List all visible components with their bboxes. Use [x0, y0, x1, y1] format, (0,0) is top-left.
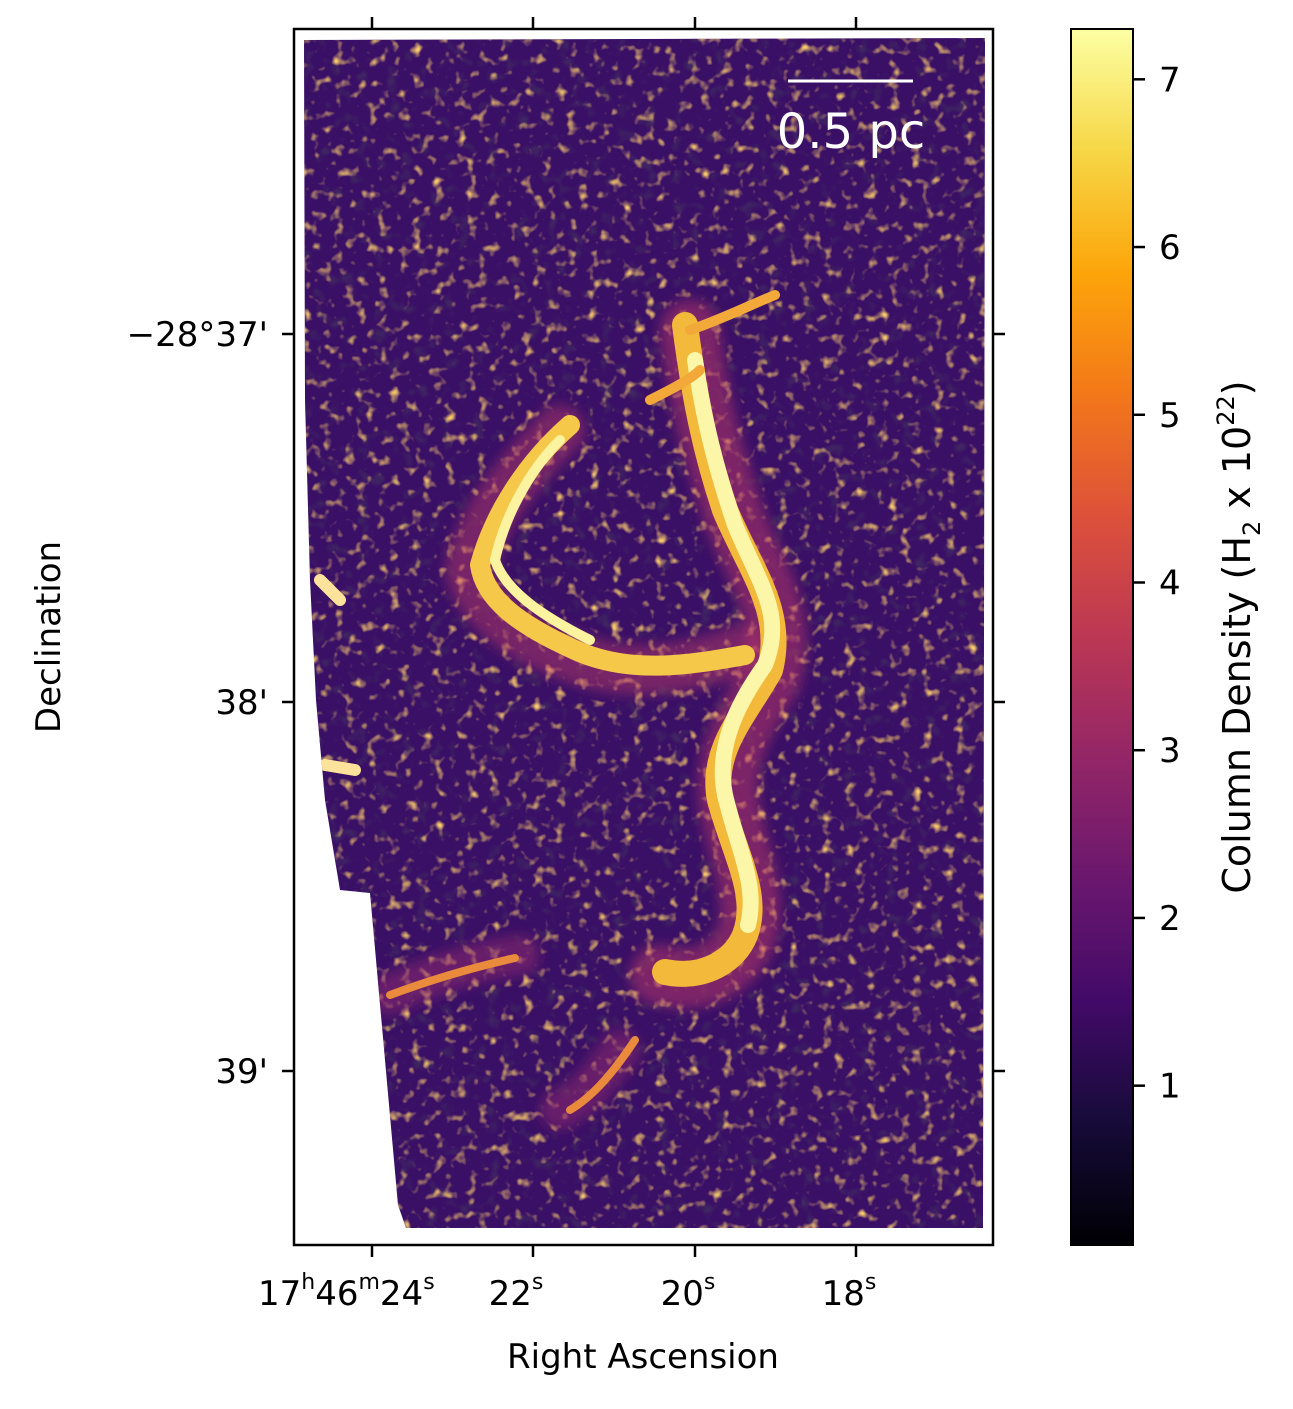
column-density-map — [304, 38, 985, 1228]
colorbar-tick-label-2: 3 — [1159, 731, 1181, 771]
colorbar-title-prefix: Column Density (H — [1215, 536, 1259, 894]
x-tick-labels: 17h46m24s 22s 20s 18s — [258, 1270, 876, 1314]
x-tick-0-h: 17 — [258, 1274, 301, 1314]
y-axis-title: Declination — [29, 541, 69, 733]
y-tick-labels: −28°37' 38' 39' — [127, 315, 268, 1092]
upper-branch — [645, 290, 780, 405]
x-tick-0-m: 46 — [315, 1274, 358, 1314]
y-tick-label-2: 39' — [215, 1052, 268, 1092]
colorbar-title-sup: 22 — [1212, 395, 1240, 426]
colorbar-tick-label-3: 4 — [1159, 563, 1181, 603]
x-tick-3-s: 18 — [822, 1274, 865, 1314]
x-tick-label-0: 17h46m24s — [258, 1270, 435, 1314]
x-tick-2-s-unit: s — [704, 1270, 715, 1295]
colorbar-tick-label-4: 5 — [1159, 396, 1181, 436]
ring-filament-bright — [490, 435, 595, 645]
lower-arc — [386, 954, 639, 1114]
x-tick-label-3: 18s — [822, 1270, 877, 1314]
x-tick-0-s-unit: s — [423, 1270, 434, 1295]
x-tick-1-s-unit: s — [532, 1270, 543, 1295]
colorbar-frame — [1070, 28, 1134, 1246]
colorbar-tick-label-6: 7 — [1159, 60, 1181, 100]
x-axis-title: Right Ascension — [507, 1337, 779, 1377]
main-filament-bright — [687, 352, 781, 933]
ring-filament — [470, 415, 755, 676]
colorbar-tick-label-1: 2 — [1159, 899, 1181, 939]
colorbar-title: Column Density (H2 x 1022) — [1212, 380, 1266, 893]
map-bright-speckles — [304, 38, 985, 1228]
left-knot — [314, 574, 361, 776]
colorbar-title-sub: 2 — [1238, 521, 1266, 536]
scale-bar-label: 0.5 pc — [777, 104, 925, 160]
y-axis-ticks — [282, 332, 1005, 1073]
x-tick-0-s: 24 — [380, 1274, 423, 1314]
scale-bar: 0.5 pc — [777, 79, 925, 160]
x-tick-label-1: 22s — [489, 1270, 544, 1314]
filament-core — [314, 290, 787, 1114]
colorbar-ticks: 1 2 3 4 5 6 7 — [1133, 60, 1181, 1107]
y-tick-label-0: −28°37' — [127, 315, 268, 355]
colorbar-gradient — [1071, 29, 1133, 1245]
x-axis-ticks — [370, 17, 858, 1257]
x-tick-1-s: 22 — [489, 1274, 532, 1314]
colorbar-tick-label-5: 6 — [1159, 228, 1181, 268]
colorbar-title-suffix: ) — [1215, 380, 1259, 395]
y-tick-label-1: 38' — [215, 683, 268, 723]
x-tick-label-2: 20s — [661, 1270, 716, 1314]
x-tick-0-m-unit: m — [358, 1270, 379, 1295]
axes-frame — [292, 27, 995, 1247]
colorbar-title-mid: x 10 — [1215, 426, 1259, 521]
x-tick-0-h-unit: h — [301, 1270, 315, 1295]
x-tick-2-s: 20 — [661, 1274, 704, 1314]
x-tick-3-s-unit: s — [865, 1270, 876, 1295]
colorbar-tick-label-0: 1 — [1159, 1067, 1181, 1107]
